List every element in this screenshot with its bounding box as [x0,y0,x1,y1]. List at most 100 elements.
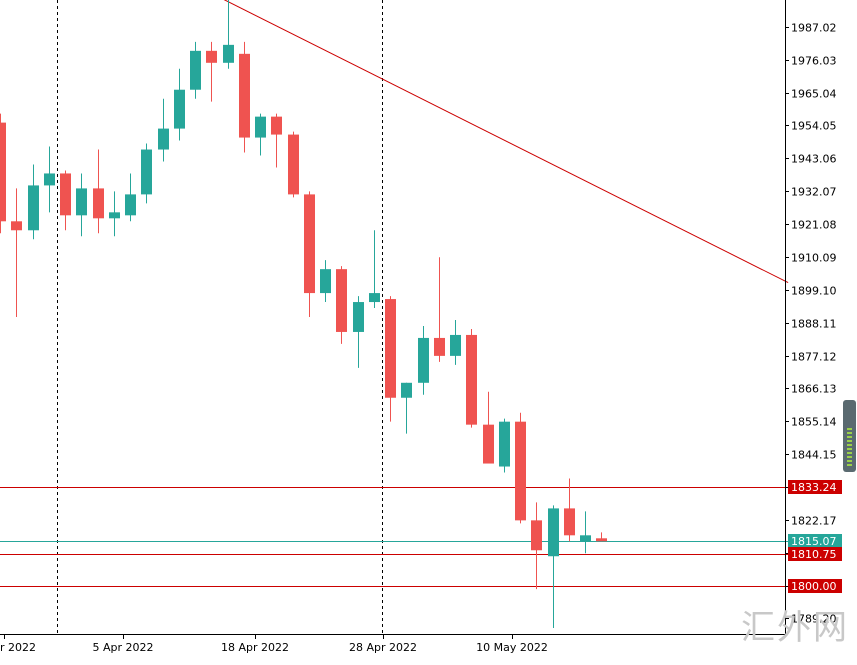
candle-18 [288,131,299,198]
candle-8 [125,173,136,222]
candle-body-35 [564,508,575,536]
price-tick-label-18: 1789.20 [791,613,837,626]
candle-36 [580,511,591,554]
candle-body-11 [174,89,185,129]
candle-37 [596,532,607,542]
candle-body-16 [255,116,266,138]
candle-body-30 [483,424,494,464]
price-tick-label-5: 1932.07 [791,186,837,199]
candle-14 [223,0,234,69]
candle-body-13 [206,50,217,63]
candle-22 [353,296,364,368]
candle-body-32 [515,421,526,521]
candle-body-0 [0,122,6,222]
candle-body-7 [109,212,120,219]
candle-body-5 [76,188,87,216]
level-label-bg-2 [788,547,842,561]
candle-body-17 [271,116,282,135]
candle-16 [255,113,266,156]
price-tick-label-8: 1899.10 [791,285,837,298]
candle-24 [385,296,396,422]
level-label-bg-3 [788,579,842,593]
candle-body-14 [223,44,234,63]
candle-body-28 [450,334,461,356]
candle-21 [336,266,347,344]
candle-body-2 [28,185,39,231]
time-tick-label-0: r 2022 [0,641,36,654]
candle-body-24 [385,299,396,398]
candle-body-25 [401,382,412,398]
price-tick-label-13: 1844.15 [791,449,837,462]
price-tick-label-7: 1910.09 [791,252,837,265]
candle-15 [239,41,250,153]
chart-scroll-handle[interactable] [843,400,856,472]
time-axis: r 2022 5 Apr 2022 18 Apr 2022 28 Apr 2022 10… [0,634,786,654]
candle-2 [28,164,39,240]
watermark-logo: 汇外网 [741,608,849,648]
horizontal-levels [0,487,789,587]
candle-33 [531,502,542,590]
candle-body-27 [434,337,445,356]
candle-body-36 [580,535,591,542]
candle-35 [564,478,575,542]
price-tick-label-15: 1822.17 [791,515,837,528]
time-tick-label-2: 18 Apr 2022 [221,641,289,654]
candle-body-31 [499,421,510,467]
candle-1 [11,188,22,317]
period-separators [57,0,383,634]
price-tick-label-6: 1921.08 [791,219,837,232]
candle-body-23 [369,293,380,303]
trendline-group [223,0,789,284]
scroll-grip-icon [847,428,852,466]
price-axis: 1987.02 1976.03 1965.04 1954.05 1943.06 1932.… [785,0,842,634]
candle-11 [174,68,185,141]
candle-27 [434,257,445,362]
candle-31 [499,418,510,473]
candle-28 [450,319,461,365]
candle-19 [304,191,315,317]
trendline [223,0,789,284]
candle-4 [60,170,71,231]
candle-body-21 [336,269,347,332]
candle-body-15 [239,53,250,138]
candle-body-34 [548,508,559,557]
candle-body-33 [531,520,542,551]
candle-20 [320,260,331,303]
candle-body-8 [125,194,136,216]
time-tick-label-3: 28 Apr 2022 [349,641,417,654]
price-tick-label-2: 1965.04 [791,88,837,101]
candle-6 [93,149,104,234]
candle-body-6 [93,188,104,219]
candle-9 [141,143,152,204]
time-tick-label-1: 5 Apr 2022 [92,641,153,654]
candle-17 [271,113,282,168]
candle-body-3 [44,173,55,186]
price-tick-label-12: 1855.14 [791,416,837,429]
price-tick-label-10: 1877.12 [791,351,837,364]
level-label-3: 1800.00 [791,580,837,593]
price-tick-label-0: 1987.02 [791,22,837,35]
candle-5 [76,173,87,237]
candle-7 [109,191,120,237]
candle-32 [515,412,526,524]
candle-13 [206,41,217,102]
level-label-0: 1833.24 [791,481,837,494]
candle-body-10 [158,128,169,150]
candle-12 [190,41,201,99]
candle-34 [548,505,559,629]
candles [0,0,607,629]
candle-body-1 [11,221,22,231]
candle-29 [466,328,477,428]
candle-body-29 [466,334,477,425]
price-tick-label-1: 1976.03 [791,55,837,68]
price-tick-label-9: 1888.11 [791,318,837,331]
candle-26 [418,325,429,395]
candle-body-22 [353,302,364,332]
level-label-bg-0 [788,480,842,494]
candle-25 [401,382,412,434]
time-tick-label-4: 10 May 2022 [476,641,548,654]
candle-23 [369,230,380,309]
candle-body-20 [320,269,331,294]
